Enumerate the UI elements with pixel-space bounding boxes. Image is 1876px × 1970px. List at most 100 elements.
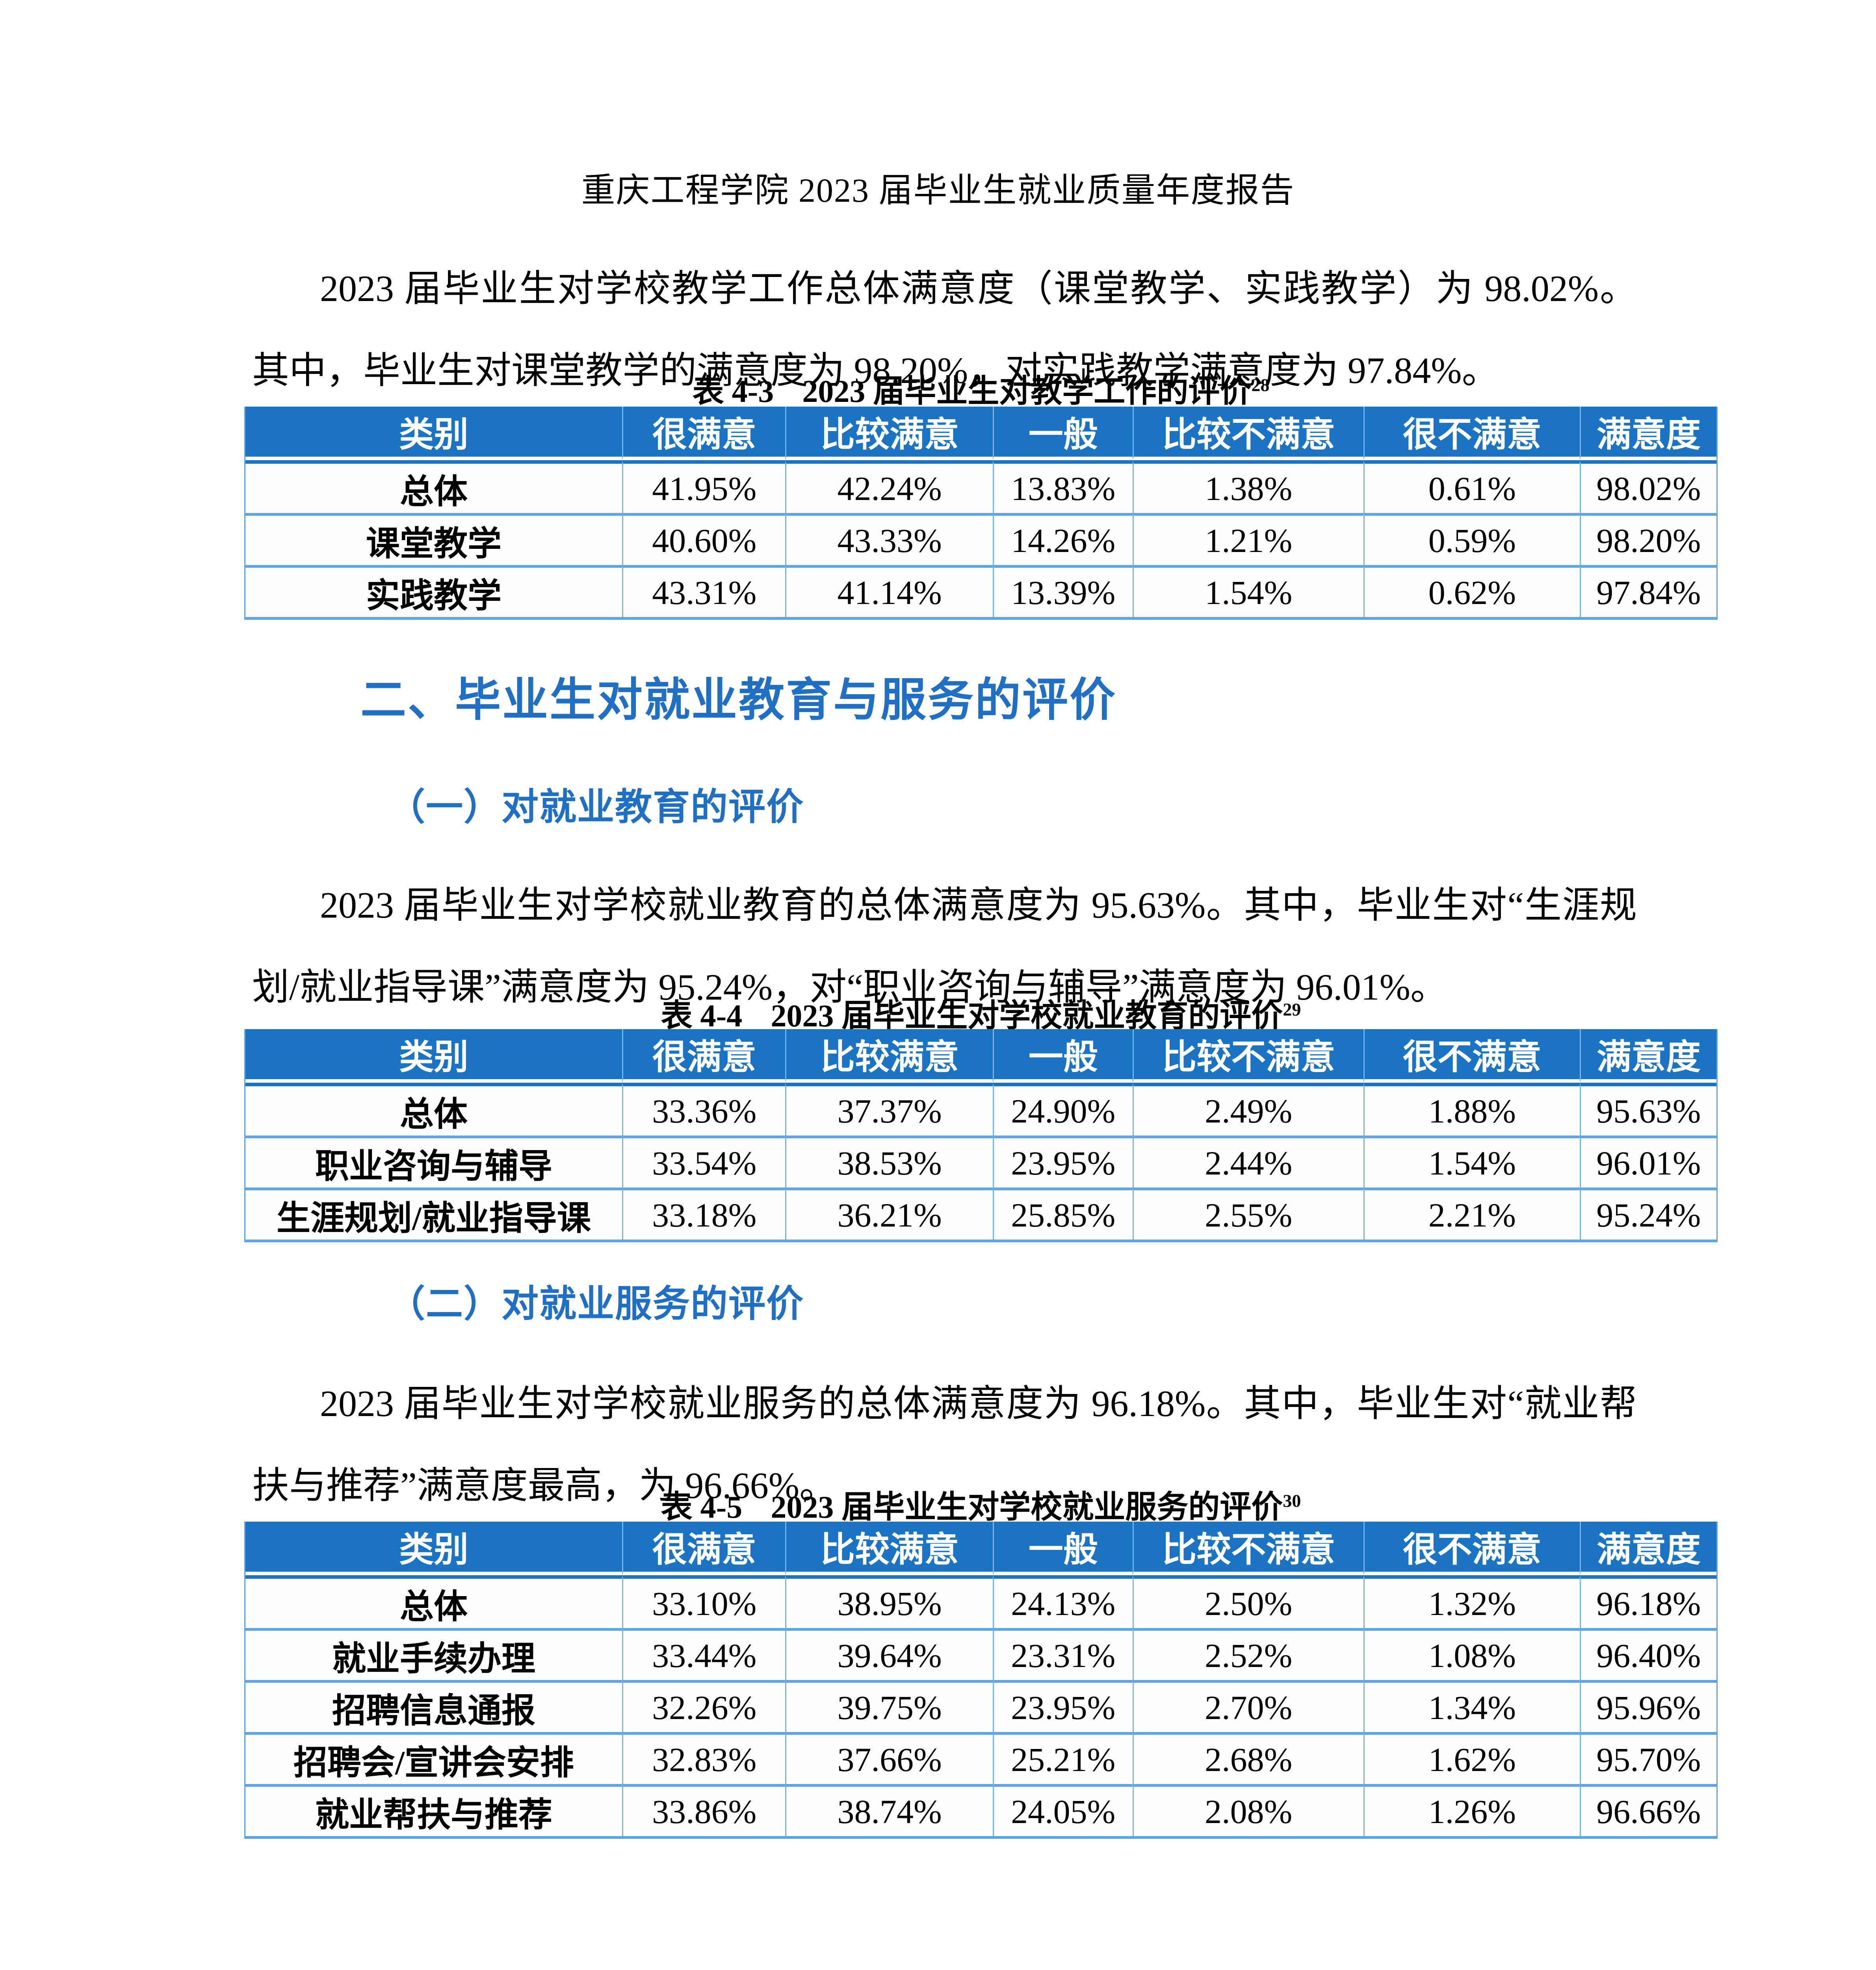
paragraph-education-satisfaction: 2023 届毕业生对学校就业教育的总体满意度为 95.63%。其中，毕业生对“生… xyxy=(252,885,1637,1008)
table-row: 职业咨询与辅导 33.54% 38.53% 23.95% 2.44% 1.54% 96.01… xyxy=(245,1136,1716,1188)
column-header: 比较不满意 xyxy=(1132,1522,1363,1575)
value-cell: 37.66% xyxy=(785,1732,993,1784)
column-header: 类别 xyxy=(245,1029,622,1083)
value-cell: 38.53% xyxy=(785,1136,993,1188)
value-cell: 38.95% xyxy=(785,1575,993,1628)
table-4-4-caption: 表 4-4 2023 届毕业生对学校就业教育的评价29 xyxy=(244,990,1718,1036)
value-cell: 33.54% xyxy=(622,1136,786,1188)
paragraph-service-satisfaction: 2023 届毕业生对学校就业服务的总体满意度为 96.18%。其中，毕业生对“就… xyxy=(252,1383,1637,1506)
value-cell: 40.60% xyxy=(622,513,786,565)
value-cell: 25.21% xyxy=(992,1732,1133,1784)
section-heading: 二、毕业生对就业教育与服务的评价 xyxy=(360,674,1117,725)
column-header: 比较满意 xyxy=(785,407,993,460)
value-cell: 2.52% xyxy=(1132,1628,1363,1680)
row-label: 总体 xyxy=(245,460,622,513)
value-cell: 96.01% xyxy=(1579,1136,1716,1188)
value-cell: 98.20% xyxy=(1579,513,1716,565)
row-label: 职业咨询与辅导 xyxy=(245,1136,622,1188)
value-cell: 1.62% xyxy=(1363,1732,1580,1784)
column-header: 类别 xyxy=(245,407,622,460)
table-row: 招聘信息通报 32.26% 39.75% 23.95% 2.70% 1.34% 95.96% xyxy=(245,1680,1716,1732)
value-cell: 23.95% xyxy=(992,1136,1133,1188)
value-cell: 97.84% xyxy=(1579,565,1716,617)
value-cell: 39.64% xyxy=(785,1628,993,1680)
column-header: 满意度 xyxy=(1579,1522,1716,1575)
column-header: 一般 xyxy=(992,1029,1133,1083)
value-cell: 33.18% xyxy=(622,1188,786,1240)
column-header: 一般 xyxy=(992,1522,1133,1575)
value-cell: 96.66% xyxy=(1579,1784,1716,1836)
table-row: 生涯规划/就业指导课 33.18% 36.21% 25.85% 2.55% 2.21% 95… xyxy=(245,1188,1716,1240)
table-row: 课堂教学 40.60% 43.33% 14.26% 1.21% 0.59% 98.20% xyxy=(245,513,1716,565)
value-cell: 2.44% xyxy=(1132,1136,1363,1188)
table-header-row: 类别 很满意 比较满意 一般 比较不满意 很不满意 满意度 xyxy=(245,1522,1716,1575)
value-cell: 41.14% xyxy=(785,565,993,617)
table-row: 总体 33.10% 38.95% 24.13% 2.50% 1.32% 96.18% xyxy=(245,1575,1716,1628)
table-header-row: 类别 很满意 比较满意 一般 比较不满意 很不满意 满意度 xyxy=(245,1029,1716,1083)
table-caption-number: 表 4-5 xyxy=(661,1490,743,1525)
footnote-reference-mark: 30 xyxy=(1283,1491,1301,1511)
value-cell: 1.38% xyxy=(1132,460,1363,513)
table-caption-number: 表 4-4 xyxy=(661,999,743,1033)
value-cell: 0.61% xyxy=(1363,460,1580,513)
table-row: 实践教学 43.31% 41.14% 13.39% 1.54% 0.62% 97.84% xyxy=(245,565,1716,617)
table-caption-title: 2023 届毕业生对教学工作的评价 xyxy=(802,374,1252,409)
value-cell: 33.44% xyxy=(622,1628,786,1680)
value-cell: 33.36% xyxy=(622,1083,786,1136)
paragraph-teaching-satisfaction: 2023 届毕业生对学校教学工作总体满意度（课堂教学、实践教学）为 98.02%… xyxy=(252,268,1637,391)
column-header: 很不满意 xyxy=(1363,1029,1580,1083)
value-cell: 1.54% xyxy=(1132,565,1363,617)
value-cell: 2.70% xyxy=(1132,1680,1363,1732)
value-cell: 23.31% xyxy=(992,1628,1133,1680)
column-header: 类别 xyxy=(245,1522,622,1575)
table-row: 就业手续办理 33.44% 39.64% 23.31% 2.52% 1.08% 96.40% xyxy=(245,1628,1716,1680)
value-cell: 0.62% xyxy=(1363,565,1580,617)
column-header: 比较不满意 xyxy=(1132,407,1363,460)
value-cell: 36.21% xyxy=(785,1188,993,1240)
value-cell: 43.33% xyxy=(785,513,993,565)
value-cell: 1.32% xyxy=(1363,1575,1580,1628)
footnote-reference-mark: 28 xyxy=(1251,375,1270,395)
table-4-3-caption: 表 4-3 2023 届毕业生对教学工作的评价28 xyxy=(244,366,1718,411)
value-cell: 23.95% xyxy=(992,1680,1133,1732)
table-caption-title: 2023 届毕业生对学校就业服务的评价 xyxy=(771,1490,1283,1525)
value-cell: 39.75% xyxy=(785,1680,993,1732)
value-cell: 38.74% xyxy=(785,1784,993,1836)
column-header: 比较满意 xyxy=(785,1029,993,1083)
value-cell: 95.24% xyxy=(1579,1188,1716,1240)
value-cell: 1.26% xyxy=(1363,1784,1580,1836)
value-cell: 1.88% xyxy=(1363,1083,1580,1136)
table-row: 招聘会/宣讲会安排 32.83% 37.66% 25.21% 2.68% 1.62% 95.… xyxy=(245,1732,1716,1784)
footnote-reference-mark: 29 xyxy=(1283,999,1301,1020)
row-label: 总体 xyxy=(245,1575,622,1628)
column-header: 比较不满意 xyxy=(1132,1029,1363,1083)
table-caption-number: 表 4-3 xyxy=(692,374,774,409)
column-header: 很满意 xyxy=(622,1522,786,1575)
value-cell: 2.55% xyxy=(1132,1188,1363,1240)
table-employment-service-evaluation: 类别 很满意 比较满意 一般 比较不满意 很不满意 满意度 总体 33.10% 38.95% 24.… xyxy=(244,1522,1718,1839)
value-cell: 95.63% xyxy=(1579,1083,1716,1136)
row-label: 招聘信息通报 xyxy=(245,1680,622,1732)
value-cell: 2.50% xyxy=(1132,1575,1363,1628)
value-cell: 37.37% xyxy=(785,1083,993,1136)
value-cell: 13.39% xyxy=(992,565,1133,617)
row-label: 实践教学 xyxy=(245,565,622,617)
value-cell: 1.21% xyxy=(1132,513,1363,565)
value-cell: 1.08% xyxy=(1363,1628,1580,1680)
page-header-title: 重庆工程学院 2023 届毕业生就业质量年度报告 xyxy=(581,171,1295,209)
row-label: 就业手续办理 xyxy=(245,1628,622,1680)
value-cell: 14.26% xyxy=(992,513,1133,565)
value-cell: 33.86% xyxy=(622,1784,786,1836)
value-cell: 1.34% xyxy=(1363,1680,1580,1732)
column-header: 满意度 xyxy=(1579,407,1716,460)
value-cell: 96.40% xyxy=(1579,1628,1716,1680)
column-header: 很不满意 xyxy=(1363,1522,1580,1575)
value-cell: 98.02% xyxy=(1579,460,1716,513)
subsection-heading-service: （二）对就业服务的评价 xyxy=(388,1283,804,1324)
column-header: 很满意 xyxy=(622,407,786,460)
value-cell: 33.10% xyxy=(622,1575,786,1628)
value-cell: 41.95% xyxy=(622,460,786,513)
column-header: 比较满意 xyxy=(785,1522,993,1575)
value-cell: 24.13% xyxy=(992,1575,1133,1628)
table-4-5-caption: 表 4-5 2023 届毕业生对学校就业服务的评价30 xyxy=(244,1481,1718,1527)
